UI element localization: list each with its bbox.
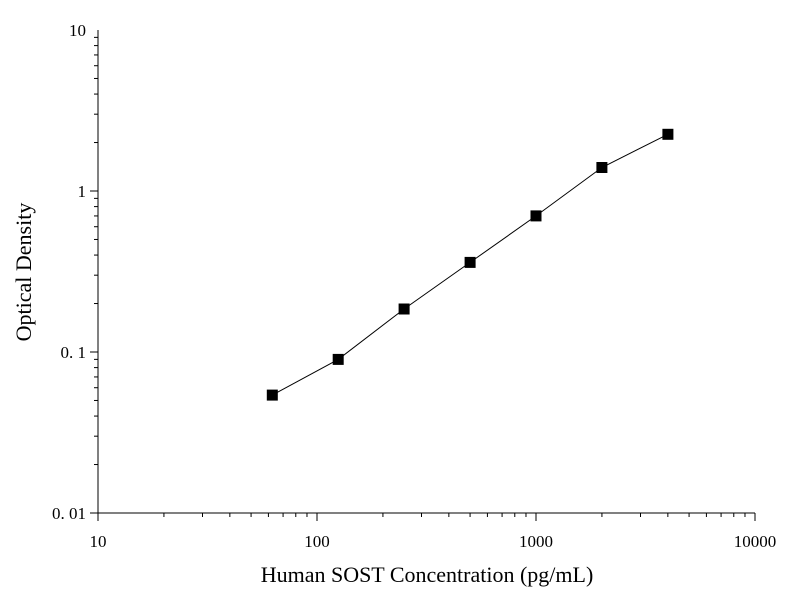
x-tick-label: 10000 <box>734 532 777 551</box>
y-tick-label: 10 <box>69 21 86 40</box>
x-axis-label: Human SOST Concentration (pg/mL) <box>261 562 594 587</box>
tick-marks <box>90 36 756 521</box>
data-point <box>530 210 542 222</box>
y-axis-label: Optical Density <box>11 203 36 342</box>
y-tick-label: 1 <box>78 182 87 201</box>
x-tick-label: 1000 <box>519 532 553 551</box>
data-point <box>464 256 476 268</box>
x-tick-label: 100 <box>304 532 330 551</box>
data-point <box>398 303 410 315</box>
data-point <box>596 162 608 173</box>
data-point <box>662 128 674 140</box>
data-series <box>266 128 674 401</box>
axes <box>97 30 755 514</box>
data-point <box>332 353 344 365</box>
y-tick-label: 0. 01 <box>52 504 86 523</box>
data-point <box>266 389 278 401</box>
tick-labels: 10 100 1000 10000 0. 01 0. 1 1 10 <box>52 21 776 551</box>
y-tick-label: 0. 1 <box>61 343 87 362</box>
x-tick-label: 10 <box>90 532 107 551</box>
